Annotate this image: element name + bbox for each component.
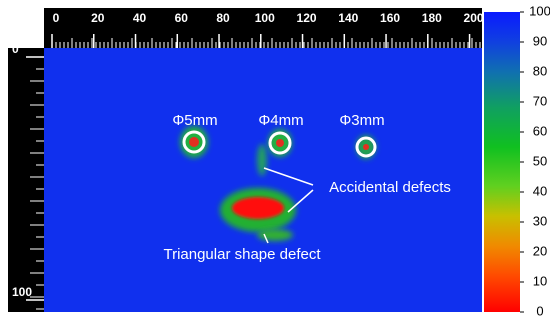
colorbar-tick-label: 40: [533, 183, 547, 198]
left-ruler: [8, 48, 44, 312]
x-tick-label: 40: [133, 11, 147, 25]
annotation: Accidental defects: [329, 179, 451, 196]
x-tick-label: 200: [464, 11, 484, 25]
top-ruler: [44, 8, 482, 48]
annotation: Φ3mm: [339, 112, 384, 129]
x-tick-label: 60: [175, 11, 189, 25]
leader-lines: [263, 167, 314, 244]
x-tick-label: 120: [297, 11, 317, 25]
y-tick-label: 0: [12, 42, 19, 56]
x-tick-label: 80: [216, 11, 230, 25]
colorbar-tick-label: 90: [533, 33, 547, 48]
annotation: Φ4mm: [258, 112, 303, 129]
colorbar-tick-label: 70: [533, 93, 547, 108]
x-tick-label: 0: [53, 11, 60, 25]
colorbar: [484, 12, 520, 312]
x-tick-label: 140: [338, 11, 358, 25]
x-tick-label: 100: [255, 11, 275, 25]
colorbar-tick-label: 60: [533, 123, 547, 138]
colorbar-tick-label: 30: [533, 213, 547, 228]
colorbar-tick-label: 20: [533, 243, 547, 258]
annotation: Triangular shape defect: [163, 246, 321, 263]
scan-image: [44, 48, 482, 312]
y-tick-label: 100: [12, 285, 32, 299]
colorbar-tick-label: 0: [536, 303, 543, 318]
colorbar-tick-label: 10: [533, 273, 547, 288]
x-tick-label: 160: [380, 11, 400, 25]
colorbar-tick-label: 80: [533, 63, 547, 78]
defect-markers: [182, 130, 377, 158]
x-tick-label: 180: [422, 11, 442, 25]
colorbar-tick-label: 50: [533, 153, 547, 168]
annotation: Φ5mm: [172, 112, 217, 129]
x-tick-label: 20: [91, 11, 105, 25]
colorbar-tick-label: 100: [529, 3, 550, 18]
